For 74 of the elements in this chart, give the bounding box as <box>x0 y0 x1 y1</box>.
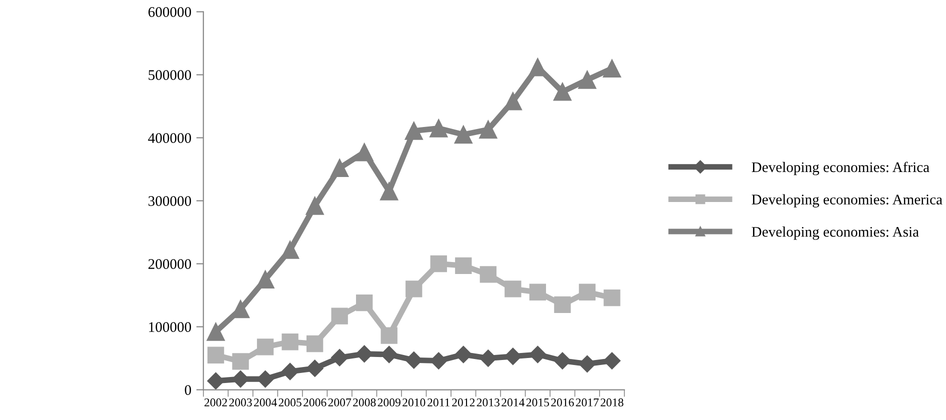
y-tick-label: 200000 <box>148 259 192 269</box>
x-tick-label: 2004 <box>254 398 277 406</box>
legend-label: Developing economies: America <box>752 194 942 208</box>
point <box>454 126 472 144</box>
y-tick-label: 100000 <box>149 322 192 332</box>
legend-label: Developing economies: Asia <box>752 226 919 240</box>
point <box>554 352 572 370</box>
x-tick-label: 2011 <box>428 398 450 406</box>
x-tick-label: 2006 <box>304 398 326 406</box>
y-tick-label: 300000 <box>148 196 192 206</box>
y-tick-label: 600000 <box>148 7 192 17</box>
point <box>331 308 348 324</box>
point <box>356 345 373 362</box>
x-tick-label: 2014 <box>502 398 525 406</box>
point <box>479 120 498 139</box>
x-tick-label: 2012 <box>452 398 475 406</box>
point <box>380 346 398 364</box>
point <box>404 122 423 140</box>
point <box>380 327 398 344</box>
point <box>306 335 324 352</box>
point <box>529 346 546 364</box>
point <box>380 182 398 200</box>
point <box>256 338 274 356</box>
x-tick-label: 2010 <box>402 398 426 406</box>
point <box>206 322 225 341</box>
point <box>331 349 348 366</box>
x-tick-label: 2007 <box>328 398 352 406</box>
point <box>578 284 596 300</box>
point <box>603 352 621 370</box>
point <box>207 346 224 364</box>
point <box>504 280 522 298</box>
point <box>604 289 620 306</box>
point <box>504 348 522 365</box>
point <box>455 257 472 274</box>
point <box>282 334 298 350</box>
x-tick-label: 2002 <box>204 398 227 406</box>
point <box>480 266 496 283</box>
y-tick-label: 400000 <box>148 133 192 143</box>
point <box>281 240 300 259</box>
legend-label: Developing economies: Africa <box>752 162 930 176</box>
point <box>355 143 374 162</box>
point <box>504 92 522 110</box>
x-tick-label: 2017 <box>576 398 599 406</box>
point <box>406 280 422 298</box>
point <box>356 294 373 312</box>
point <box>602 59 622 78</box>
x-tick-label: 2005 <box>278 398 302 406</box>
point <box>306 360 324 377</box>
point <box>232 353 249 370</box>
point <box>578 355 596 372</box>
point <box>405 352 422 369</box>
point <box>578 70 596 89</box>
x-tick-label: 2008 <box>353 398 376 406</box>
x-tick-label: 2015 <box>526 398 550 406</box>
point <box>306 196 324 215</box>
y-tick-label: 500000 <box>148 70 192 80</box>
point <box>256 270 274 289</box>
point <box>430 352 448 370</box>
point <box>554 296 571 314</box>
point <box>430 255 447 272</box>
y-tick-label: 0 <box>184 385 192 395</box>
point <box>207 372 224 390</box>
point <box>553 82 572 101</box>
x-tick-label: 2009 <box>378 398 400 406</box>
point <box>480 350 497 367</box>
point <box>330 158 349 178</box>
point <box>454 346 472 364</box>
x-tick-label: 2003 <box>229 398 252 406</box>
x-tick-label: 2016 <box>551 398 574 406</box>
point <box>282 362 299 380</box>
point <box>430 119 448 138</box>
x-tick-label: 2013 <box>476 398 500 406</box>
point <box>529 284 546 300</box>
x-tick-label: 2018 <box>600 398 624 406</box>
